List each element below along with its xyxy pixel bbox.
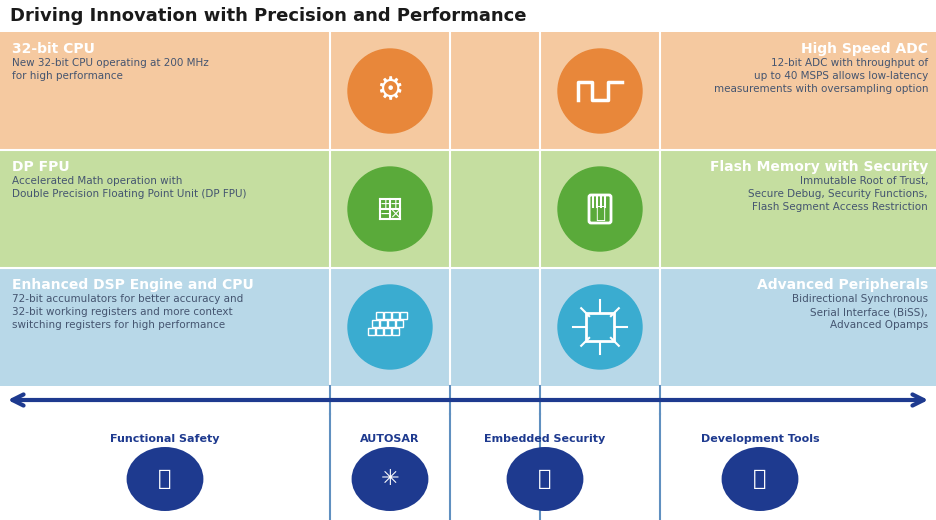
Bar: [384, 312, 391, 319]
Bar: [0, 32, 936, 150]
Text: Driving Innovation with Precision and Performance: Driving Innovation with Precision and Pe…: [10, 7, 527, 25]
Text: ⚙: ⚙: [376, 76, 403, 106]
Bar: [400, 312, 407, 319]
Text: 🔒: 🔒: [538, 469, 551, 489]
Text: −: −: [379, 207, 391, 221]
Text: Bidirectional Synchronous
Serial Interface (BiSS),
Advanced Opamps: Bidirectional Synchronous Serial Interfa…: [792, 294, 928, 330]
Text: Enhanced DSP Engine and CPU: Enhanced DSP Engine and CPU: [12, 278, 254, 292]
Bar: [368, 328, 375, 335]
Text: 72-bit accumulators for better accuracy and
32-bit working registers and more co: 72-bit accumulators for better accuracy …: [12, 294, 243, 330]
Ellipse shape: [352, 447, 429, 511]
Text: New 32-bit CPU operating at 200 MHz
for high performance: New 32-bit CPU operating at 200 MHz for …: [12, 58, 209, 81]
Text: Functional Safety: Functional Safety: [110, 434, 220, 444]
Text: 🖥: 🖥: [753, 469, 767, 489]
Bar: [372, 320, 379, 327]
Circle shape: [558, 49, 642, 133]
Ellipse shape: [722, 447, 798, 511]
Text: Development Tools: Development Tools: [701, 434, 819, 444]
Bar: [0, 414, 936, 520]
Bar: [0, 386, 936, 414]
Bar: [376, 328, 383, 335]
Text: Immutable Root of Trust,
Secure Debug, Security Functions,
Flash Segment Access : Immutable Root of Trust, Secure Debug, S…: [749, 176, 928, 212]
Bar: [384, 328, 391, 335]
Circle shape: [348, 285, 432, 369]
Text: 🔒: 🔒: [595, 204, 605, 222]
Circle shape: [558, 167, 642, 251]
Text: Embedded Security: Embedded Security: [484, 434, 606, 444]
Bar: [586, 313, 614, 341]
Text: Advanced Peripherals: Advanced Peripherals: [756, 278, 928, 292]
Text: 12-bit ADC with throughput of
up to 40 MSPS allows low-latency
measurements with: 12-bit ADC with throughput of up to 40 M…: [713, 58, 928, 95]
Text: ×: ×: [389, 207, 401, 221]
Text: +: +: [389, 197, 401, 211]
Bar: [376, 312, 383, 319]
Bar: [0, 150, 936, 268]
Bar: [0, 268, 936, 386]
Text: 32-bit CPU: 32-bit CPU: [12, 42, 95, 56]
Text: DP FPU: DP FPU: [12, 160, 69, 174]
Bar: [396, 320, 403, 327]
Text: AUTOSAR: AUTOSAR: [360, 434, 419, 444]
Ellipse shape: [126, 447, 203, 511]
Text: ✳: ✳: [381, 469, 400, 489]
Ellipse shape: [506, 447, 583, 511]
Text: +: +: [379, 197, 391, 211]
Bar: [392, 328, 399, 335]
Text: High Speed ADC: High Speed ADC: [801, 42, 928, 56]
Bar: [388, 320, 395, 327]
Bar: [392, 312, 399, 319]
Text: ⛑: ⛑: [158, 469, 171, 489]
Circle shape: [348, 49, 432, 133]
Circle shape: [348, 167, 432, 251]
Text: Flash Memory with Security: Flash Memory with Security: [709, 160, 928, 174]
Circle shape: [558, 285, 642, 369]
Bar: [380, 320, 387, 327]
Text: Accelerated Math operation with
Double Precision Floating Point Unit (DP FPU): Accelerated Math operation with Double P…: [12, 176, 246, 199]
